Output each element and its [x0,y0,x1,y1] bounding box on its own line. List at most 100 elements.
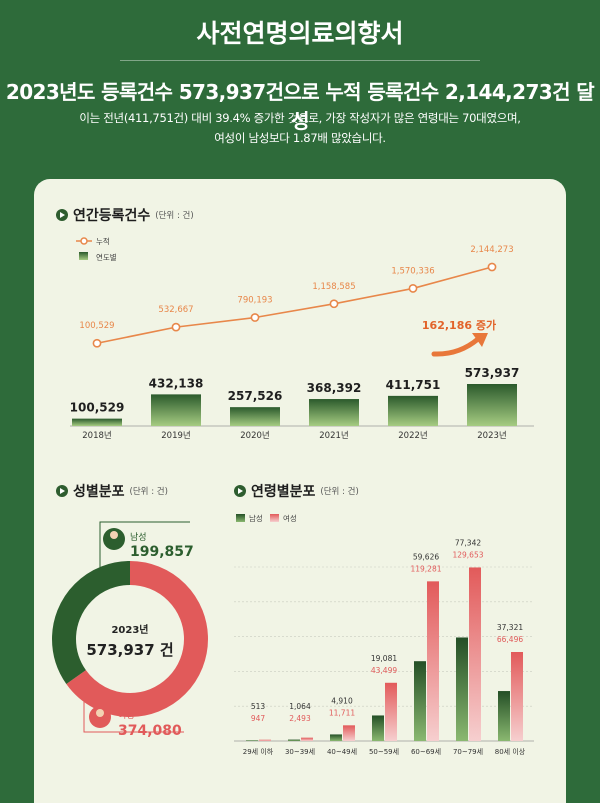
cumulative-point-label: 2,144,273 [470,245,513,255]
legend-cumulative-label: 누적 [96,236,110,246]
male-person-face [110,531,118,539]
age-male-bar [498,691,510,741]
age-female-label: 2,493 [289,714,311,723]
age-female-bar [301,737,313,741]
annual-bar [230,407,280,426]
annual-bar-label: 257,526 [228,389,283,403]
annual-bar-label: 432,138 [149,376,204,390]
annual-bar [309,399,359,426]
cumulative-point [250,313,260,322]
cumulative-point [408,284,418,293]
age-male-label: 4,910 [331,696,353,705]
annual-bar [388,395,438,426]
annual-x-tick-label: 2022년 [398,430,427,441]
annual-title-text: 연간등록건수 [73,208,151,224]
female-label: 여성 [118,709,135,721]
age-x-tick-label: 29세 이하 [243,747,274,756]
page-title: 사전연명의료의향서 [196,19,404,48]
age-female-bar [259,739,271,741]
male-label: 남성 [130,532,147,543]
age-male-bar [330,734,342,741]
annual-x-tick-label: 2023년 [477,430,506,441]
age-x-tick-label: 40~49세 [327,747,357,756]
gender-title-text: 성별분포 [73,484,125,500]
legend-female-label: 여성 [283,513,297,523]
age-title-text: 연령별분포 [251,484,316,500]
annual-bar-label: 100,529 [70,401,125,415]
age-male-bar [246,740,258,741]
annual-section-title: 연간등록건수 (단위 : 건) [56,205,194,225]
section-bullet-icon [56,485,68,497]
annual-x-tick-label: 2021년 [319,430,348,441]
cumulative-point-label: 1,570,336 [391,266,434,276]
age-female-bar [427,581,439,741]
cumulative-point-label: 790,193 [237,296,272,306]
age-male-bar [456,637,468,741]
age-female-bar [469,567,481,741]
donut-center-year: 2023년 [111,623,148,636]
age-female-bar [511,651,523,741]
age-female-bar [385,682,397,741]
annual-bar-label: 368,392 [307,381,362,395]
age-male-label: 1,064 [289,702,311,711]
title-divider [120,60,480,61]
legend-female-swatch [270,514,279,522]
age-female-label: 947 [251,714,266,723]
annual-x-tick-label: 2018년 [82,430,111,441]
male-value: 199,857 [130,544,194,560]
annual-bar [72,418,122,426]
female-value: 374,080 [118,723,182,739]
annual-x-tick-label: 2020년 [240,430,269,441]
legend-yearly-label: 연도별 [96,252,117,262]
headline: 2023년도 등록건수 573,937건으로 누적 등록건수 2,144,273… [5,80,595,133]
subtitle-line-2: 여성이 남성보다 1.87배 많았습니다. [214,131,386,145]
female-person-face [96,709,104,717]
age-x-tick-label: 70~79세 [453,747,483,756]
age-x-tick-label: 30~39세 [285,747,315,756]
age-female-label: 11,711 [329,708,355,717]
legend-male-swatch [236,514,245,522]
male-donut-slice [52,561,208,717]
female-callout-line [83,684,184,733]
subtitle-line-1: 이는 전년(411,751건) 대비 39.4% 증가한 것으로, 가장 작성자… [79,111,521,125]
age-male-bar [372,715,384,741]
legend-cumulative-marker [80,237,88,245]
age-x-tick-label: 50~59세 [369,747,399,756]
age-female-bar [343,725,355,741]
annual-bar [467,384,517,426]
annual-bar-label: 411,751 [386,378,441,392]
age-female-label: 119,281 [410,564,441,573]
annual-x-tick-label: 2019년 [161,430,190,441]
age-unit: (단위 : 건) [320,487,359,497]
cumulative-point [487,262,497,272]
annual-bar [151,394,201,426]
age-male-label: 19,081 [371,654,397,663]
annual-bar-label: 573,937 [465,366,520,380]
content-card: 연간등록건수 (단위 : 건) 성별분포 (단위 : 건) 연령별분포 (단위 : 건… [34,179,566,803]
age-female-label: 129,653 [452,550,483,559]
age-female-label: 66,496 [497,635,523,644]
cumulative-point [171,322,181,332]
cumulative-series-line [96,266,493,345]
male-callout-line [99,521,190,571]
gender-unit: (단위 : 건) [129,487,168,497]
cumulative-point [92,338,102,348]
subtitle: 이는 전년(411,751건) 대비 39.4% 증가한 것으로, 가장 작성자… [0,108,600,148]
legend-yearly-swatch [79,252,88,260]
age-male-bar [288,739,300,741]
age-male-bar [414,661,426,741]
growth-arrow-head-icon [472,333,488,347]
age-x-tick-label: 60~69세 [411,747,441,756]
age-male-label: 513 [251,702,266,711]
legend-male-label: 남성 [249,514,263,523]
age-male-label: 77,342 [455,538,481,547]
age-section-title: 연령별분포 (단위 : 건) [234,481,359,501]
age-x-tick-label: 80세 이상 [495,747,526,756]
cumulative-point-label: 100,529 [79,321,114,331]
age-male-label: 59,626 [413,552,439,561]
section-bullet-icon [234,485,246,497]
cumulative-point [329,299,339,309]
growth-arrow-icon [431,336,481,357]
cumulative-point-label: 532,667 [158,305,193,315]
